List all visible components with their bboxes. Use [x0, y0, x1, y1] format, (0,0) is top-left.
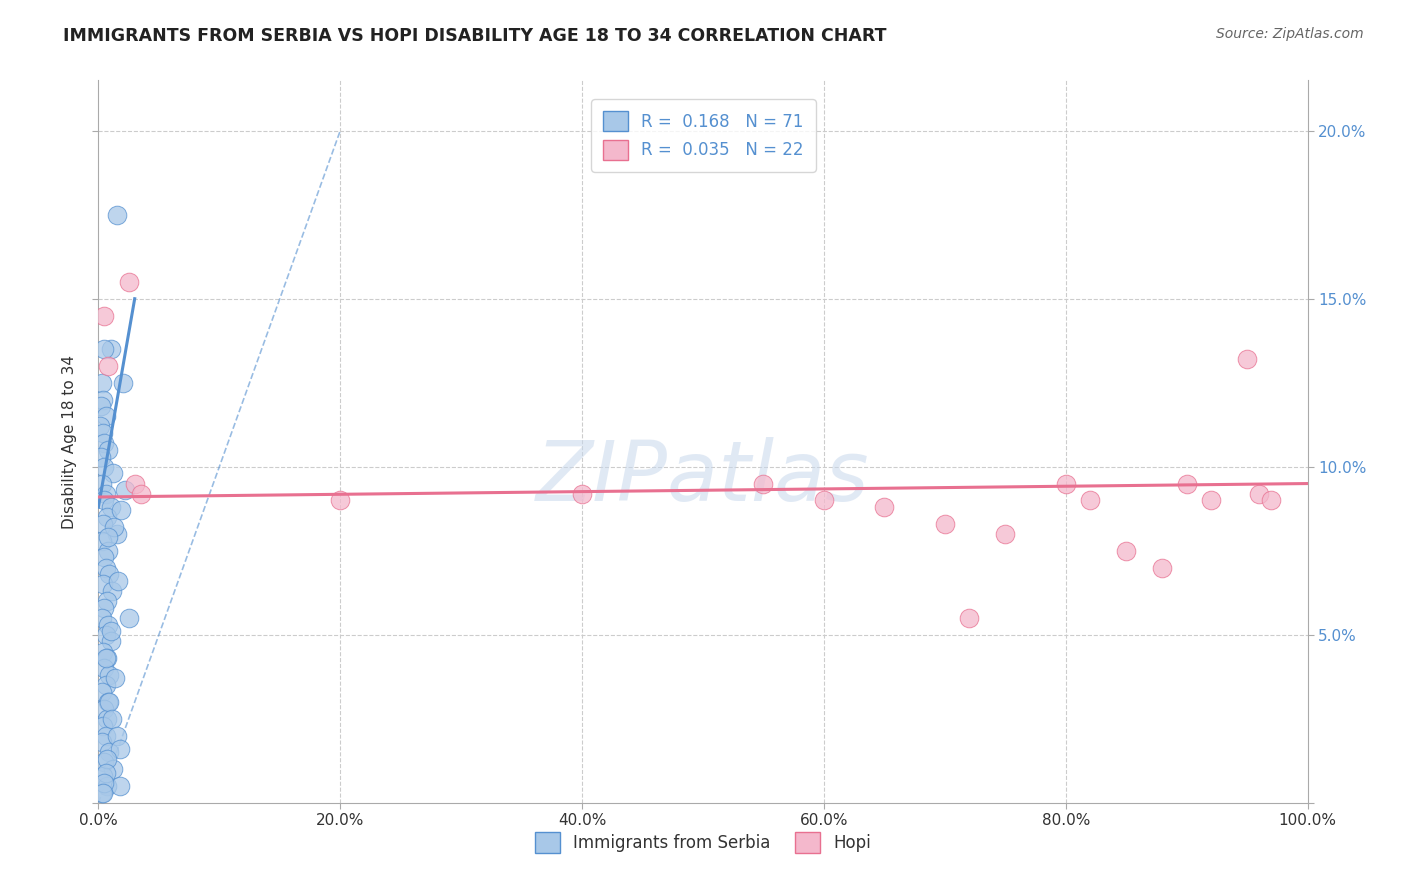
Point — [97, 617, 120, 632]
Point — [107, 574, 129, 588]
Point — [91, 644, 114, 658]
Point — [93, 702, 115, 716]
Point — [100, 500, 122, 514]
Point — [103, 520, 125, 534]
Point — [104, 672, 127, 686]
Point — [97, 442, 120, 457]
Point — [96, 594, 118, 608]
Point — [571, 486, 593, 500]
Point — [105, 729, 128, 743]
Point — [91, 516, 114, 531]
Point — [1249, 486, 1271, 500]
Point — [96, 712, 118, 726]
Point — [91, 392, 114, 407]
Point — [1199, 493, 1222, 508]
Point — [93, 342, 115, 356]
Point — [90, 450, 112, 464]
Point — [91, 476, 114, 491]
Point — [93, 661, 115, 675]
Point — [129, 486, 152, 500]
Point — [114, 483, 136, 498]
Text: IMMIGRANTS FROM SERBIA VS HOPI DISABILITY AGE 18 TO 34 CORRELATION CHART: IMMIGRANTS FROM SERBIA VS HOPI DISABILIT… — [63, 27, 887, 45]
Point — [105, 208, 128, 222]
Point — [91, 786, 114, 800]
Point — [96, 779, 118, 793]
Point — [93, 550, 115, 565]
Point — [94, 486, 117, 500]
Point — [108, 779, 131, 793]
Legend: Immigrants from Serbia, Hopi: Immigrants from Serbia, Hopi — [527, 826, 879, 860]
Point — [100, 624, 122, 639]
Point — [89, 419, 111, 434]
Point — [110, 503, 132, 517]
Point — [93, 493, 115, 508]
Point — [91, 786, 114, 800]
Point — [98, 745, 121, 759]
Point — [96, 651, 118, 665]
Point — [813, 493, 835, 508]
Point — [94, 729, 117, 743]
Point — [873, 500, 896, 514]
Point — [91, 376, 114, 390]
Point — [1054, 476, 1077, 491]
Point — [100, 584, 122, 599]
Point — [91, 685, 114, 699]
Point — [329, 493, 352, 508]
Y-axis label: Disability Age 18 to 34: Disability Age 18 to 34 — [62, 354, 77, 529]
Point — [105, 527, 128, 541]
Point — [94, 560, 117, 574]
Point — [93, 775, 115, 789]
Point — [93, 600, 115, 615]
Point — [97, 543, 120, 558]
Point — [1115, 543, 1137, 558]
Point — [94, 409, 117, 424]
Point — [91, 426, 114, 441]
Point — [97, 530, 120, 544]
Point — [100, 712, 122, 726]
Point — [98, 567, 121, 582]
Point — [91, 577, 114, 591]
Point — [124, 476, 146, 491]
Point — [91, 533, 114, 548]
Point — [96, 510, 118, 524]
Point — [97, 359, 120, 373]
Point — [93, 459, 115, 474]
Point — [93, 436, 115, 450]
Point — [94, 678, 117, 692]
Point — [91, 611, 114, 625]
Point — [108, 742, 131, 756]
Point — [752, 476, 775, 491]
Point — [111, 376, 134, 390]
Point — [90, 399, 112, 413]
Point — [957, 611, 980, 625]
Point — [97, 695, 120, 709]
Point — [994, 527, 1017, 541]
Point — [91, 718, 114, 732]
Point — [96, 752, 118, 766]
Point — [118, 611, 141, 625]
Point — [1152, 560, 1174, 574]
Point — [1175, 476, 1198, 491]
Point — [1260, 493, 1282, 508]
Text: Source: ZipAtlas.com: Source: ZipAtlas.com — [1216, 27, 1364, 41]
Point — [93, 756, 115, 770]
Point — [94, 628, 117, 642]
Point — [101, 467, 124, 481]
Point — [118, 275, 141, 289]
Point — [1236, 352, 1258, 367]
Point — [934, 516, 956, 531]
Point — [1078, 493, 1101, 508]
Point — [91, 769, 114, 783]
Point — [93, 309, 115, 323]
Point — [101, 762, 124, 776]
Point — [94, 651, 117, 665]
Point — [100, 342, 122, 356]
Point — [94, 765, 117, 780]
Point — [100, 634, 122, 648]
Text: ZIPatlas: ZIPatlas — [536, 437, 870, 518]
Point — [98, 695, 121, 709]
Point — [91, 735, 114, 749]
Point — [98, 668, 121, 682]
